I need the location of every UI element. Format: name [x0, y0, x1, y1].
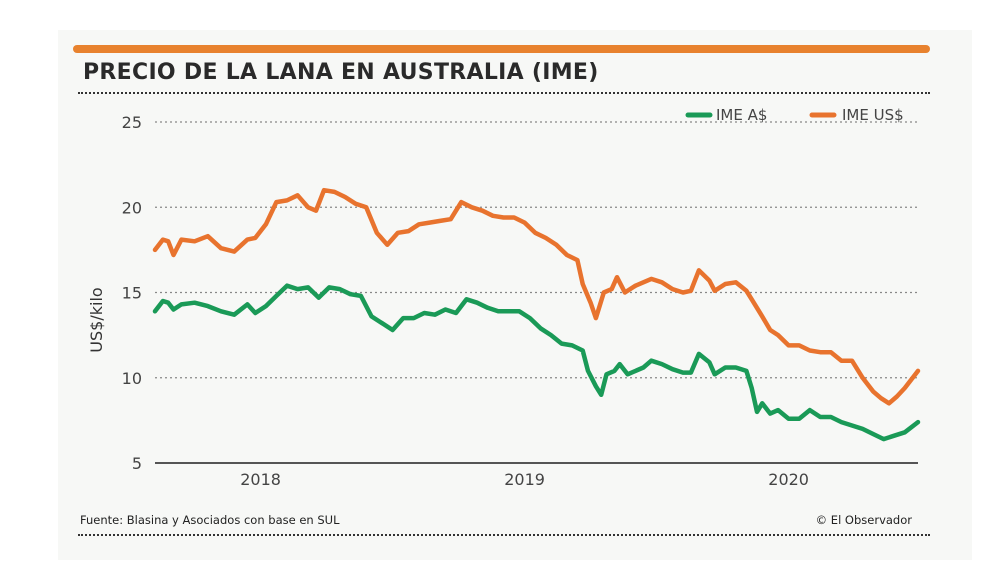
source-note: Fuente: Blasina y Asociados con base en … — [80, 513, 340, 527]
axes: 5 10 15 20 25 2018 2019 2020 — [122, 113, 918, 489]
y-tick-label: 25 — [122, 113, 142, 132]
x-tick-label: 2018 — [240, 470, 281, 489]
x-tick-label: 2020 — [768, 470, 809, 489]
y-tick-label: 15 — [122, 284, 142, 303]
legend-label: IME US$ — [842, 106, 904, 124]
credit-note: © El Observador — [815, 513, 912, 527]
series-line-ime-usd — [152, 187, 921, 406]
y-tick-label: 20 — [122, 198, 142, 217]
footer-divider — [78, 534, 930, 536]
y-axis-label: US$/kilo — [87, 287, 106, 352]
grid — [155, 121, 918, 379]
chart-card — [58, 30, 972, 560]
y-tick-label: 10 — [122, 369, 142, 388]
series-line-ime-aud — [152, 283, 921, 442]
accent-bar — [73, 45, 930, 53]
legend: IME A$ IME US$ — [685, 106, 904, 124]
header-divider — [78, 92, 930, 94]
legend-label: IME A$ — [716, 106, 767, 124]
chart-title: PRECIO DE LA LANA EN AUSTRALIA (IME) — [83, 60, 599, 85]
series — [152, 187, 921, 442]
x-tick-label: 2019 — [504, 470, 545, 489]
y-tick-label: 5 — [132, 454, 142, 473]
